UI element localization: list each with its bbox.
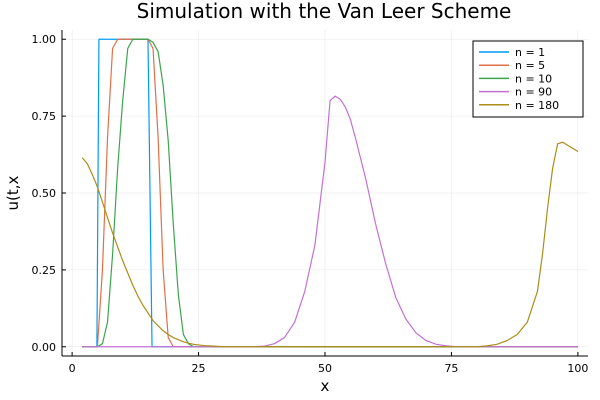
x-tick-label: 25 <box>192 362 206 375</box>
legend-label: n = 1 <box>515 46 545 59</box>
legend: n = 1n = 5n = 10n = 90n = 180 <box>472 40 584 118</box>
x-ticks: 0 25 50 75 100 <box>69 352 588 375</box>
series-line-5 <box>81 141 579 348</box>
legend-label: n = 90 <box>515 86 552 99</box>
legend-label: n = 10 <box>515 72 552 85</box>
y-tick-label: 0.75 <box>32 110 57 123</box>
y-tick-label: 1.00 <box>32 33 57 46</box>
y-tick-label: 0.50 <box>32 187 57 200</box>
plot-lines <box>81 38 579 348</box>
series-line-4 <box>82 95 578 348</box>
y-axis-label: u(t,x <box>4 175 22 210</box>
x-tick-label: 100 <box>567 362 588 375</box>
y-tick-label: 0.00 <box>32 341 57 354</box>
x-tick-label: 50 <box>318 362 332 375</box>
y-tick-label: 0.25 <box>32 264 57 277</box>
legend-label: n = 180 <box>515 99 559 112</box>
x-tick-label: 75 <box>444 362 458 375</box>
x-tick-label: 0 <box>69 362 76 375</box>
chart-title: Simulation with the Van Leer Scheme <box>137 0 512 23</box>
series-line-3 <box>82 38 578 348</box>
legend-label: n = 5 <box>515 59 545 72</box>
y-ticks: 0.00 0.25 0.50 0.75 1.00 <box>32 33 66 354</box>
x-axis-label: x <box>321 377 330 395</box>
